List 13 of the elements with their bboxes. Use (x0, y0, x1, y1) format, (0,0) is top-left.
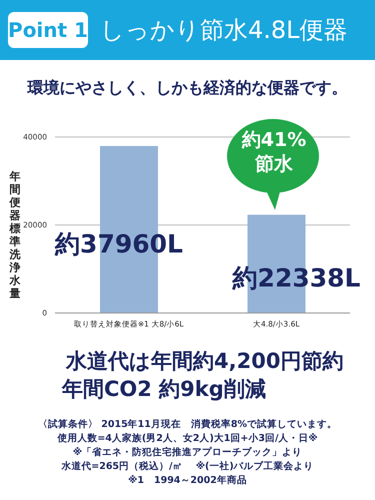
text: 使用人数=4人家族(男2人、女2人)大1回+小3回/人・日※ (56, 432, 319, 446)
data-label: 約22338L (232, 264, 361, 293)
text: 水道代=265円（税込）/㎥ ※(一社)バルブ工業会より (60, 460, 315, 474)
chart-title: しっかり節水4.8L便器 (100, 15, 348, 46)
annotation: 約41% (240, 128, 308, 152)
text: 水道代は年間約4,200円節約 (66, 348, 344, 375)
text: 年間CO2 約9kg削減 (62, 376, 266, 403)
chart-subtitle: 環境にやさしく、しかも経済的な便器です。 (26, 78, 348, 99)
text: ※1 1994～2002年商品 (127, 474, 248, 488)
text: ※「省エネ・防犯住宅推進アプローチブック」より (72, 446, 304, 460)
text: 〈試算条件〉 2015年11月現在 消費税率8%で試算しています。 (36, 418, 338, 432)
annotation: 節水 (254, 152, 294, 176)
text: 年間便器標準洗浄水量 (10, 170, 20, 300)
